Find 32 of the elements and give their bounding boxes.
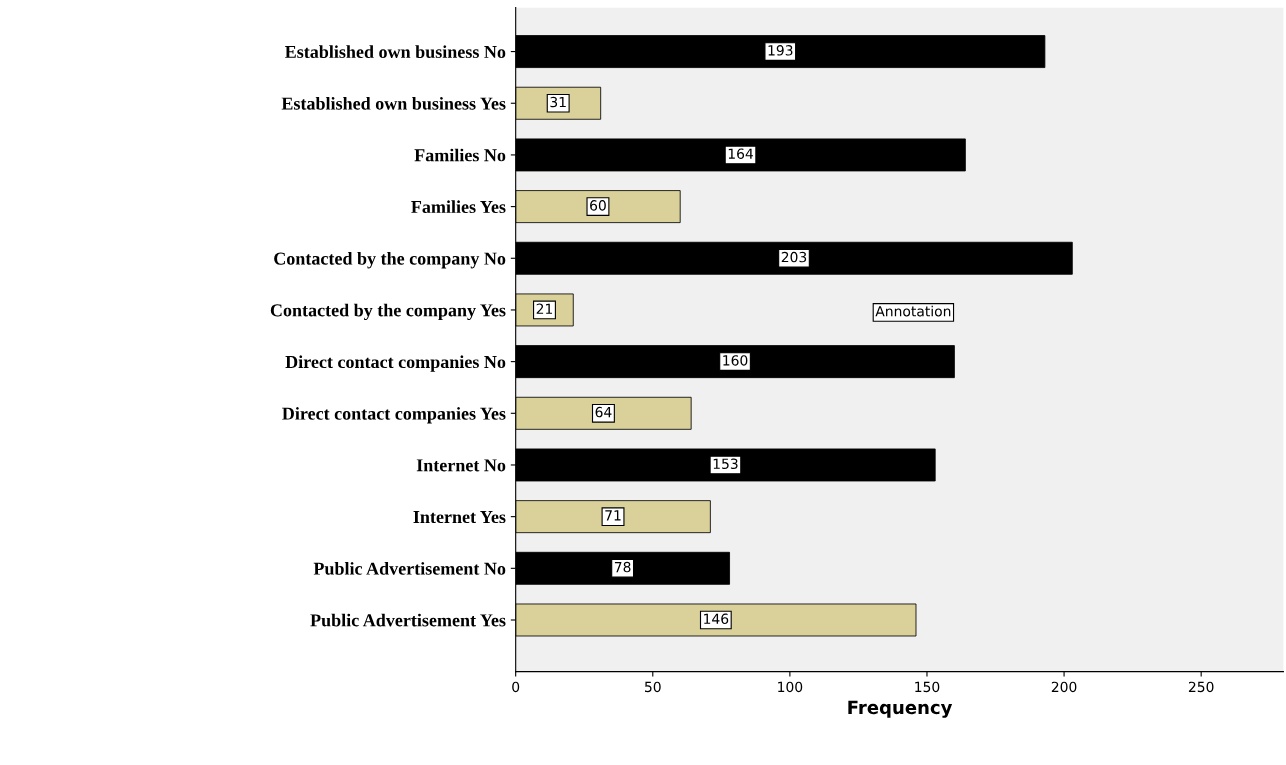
x-axis-title: Frequency	[848, 700, 953, 718]
data-label: 31	[550, 96, 566, 108]
x-tick-label: 100	[778, 681, 803, 693]
x-tick-label: 150	[915, 681, 940, 693]
data-label: 203	[781, 251, 807, 263]
y-tick-label: Established own business No	[285, 45, 506, 59]
y-tick-label: Direct contact companies Yes	[282, 407, 506, 424]
y-tick-label: Internet Yes	[413, 511, 506, 524]
y-tick-label: Contacted by the company No	[274, 252, 506, 269]
data-label: 60	[590, 200, 606, 211]
annotation: Annotation	[875, 305, 951, 317]
y-tick-label: Contacted by the company Yes	[270, 303, 506, 321]
x-tick-label: 50	[645, 681, 661, 693]
data-label: 71	[605, 510, 621, 521]
data-label: 160	[723, 355, 748, 366]
x-tick-label: 0	[512, 681, 520, 693]
data-label: 64	[595, 406, 612, 418]
data-label: 21	[536, 303, 553, 314]
y-tick-label: Families No	[414, 148, 506, 162]
x-tick-label: 200	[1051, 681, 1077, 693]
y-tick-label: Public Advertisement Yes	[310, 613, 506, 627]
data-label: 78	[614, 561, 631, 573]
x-tick-label: 250	[1188, 681, 1214, 693]
y-tick-label: Direct contact companies No	[285, 355, 506, 372]
y-tick-label: Internet No	[416, 459, 506, 472]
data-label: 153	[713, 458, 738, 469]
data-label: 193	[768, 45, 793, 56]
y-tick-label: Established own business Yes	[281, 96, 506, 110]
data-label: 164	[728, 148, 753, 159]
y-tick-label: Families Yes	[411, 200, 506, 214]
data-label: 146	[704, 613, 729, 625]
y-tick-label: Public Advertisement No	[313, 562, 506, 575]
